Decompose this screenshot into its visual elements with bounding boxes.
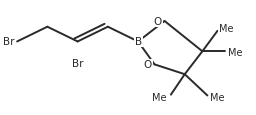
- Text: Me: Me: [210, 92, 225, 102]
- Text: Me: Me: [219, 23, 233, 33]
- Text: O: O: [144, 60, 152, 70]
- Text: Br: Br: [3, 37, 15, 47]
- Text: Br: Br: [72, 59, 83, 69]
- Text: Me: Me: [152, 92, 167, 102]
- Text: O: O: [154, 17, 162, 27]
- Text: Me: Me: [228, 48, 242, 58]
- Text: B: B: [135, 37, 142, 47]
